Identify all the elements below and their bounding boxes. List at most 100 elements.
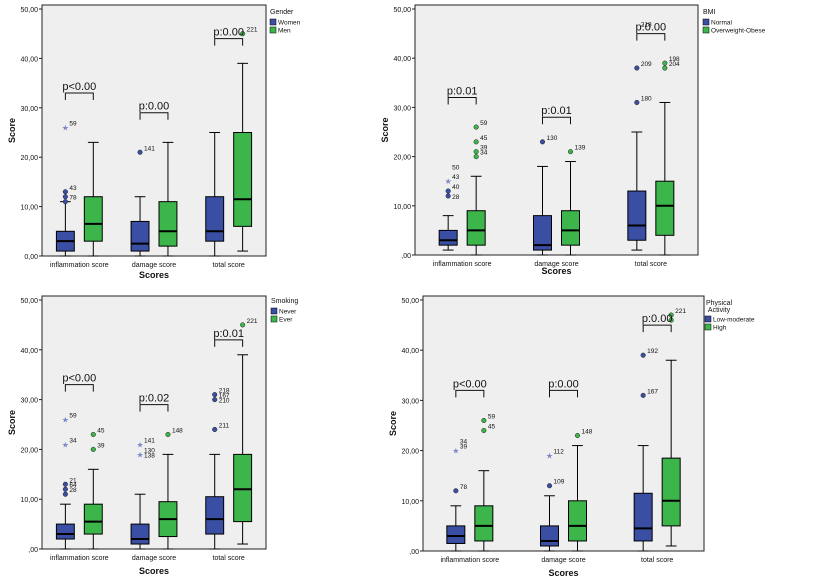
x-tick-label: damage score bbox=[534, 261, 578, 268]
p-value-label: p:0.02 bbox=[139, 393, 170, 405]
outlier-label: 218 bbox=[219, 388, 230, 395]
outlier-label: 34 bbox=[480, 150, 488, 157]
significance-bracket bbox=[64, 384, 94, 392]
box-overweight-obese bbox=[655, 180, 675, 236]
significance-bracket bbox=[455, 389, 485, 398]
outlier-label: 211 bbox=[219, 422, 230, 429]
outlier-label: 59 bbox=[69, 413, 77, 420]
p-value-label: p<0.00 bbox=[62, 373, 96, 385]
significance-bracket bbox=[542, 116, 571, 125]
x-tick-label: damage score bbox=[132, 555, 176, 562]
p-value-label: p:0.00 bbox=[139, 101, 170, 113]
outlier-point bbox=[668, 317, 674, 323]
extreme-outlier-star: ★ bbox=[136, 440, 143, 449]
legend-swatch bbox=[702, 18, 710, 26]
outlier-label: 28 bbox=[452, 194, 460, 201]
y-tick-label: 50,00 bbox=[401, 298, 419, 305]
y-tick-label: 20,00 bbox=[393, 155, 411, 162]
legend-item-label: Never bbox=[279, 309, 297, 316]
box-ever bbox=[233, 453, 253, 523]
legend-title: BMI bbox=[703, 9, 716, 16]
plot-area bbox=[422, 295, 705, 552]
p-value-label: p:0.00 bbox=[636, 22, 667, 34]
y-tick-label: 30,00 bbox=[20, 398, 38, 405]
outlier-label: 50 bbox=[452, 164, 460, 171]
outlier-label: 209 bbox=[641, 61, 652, 68]
x-tick-label: damage score bbox=[541, 557, 585, 564]
extreme-outlier-star: ★ bbox=[546, 452, 553, 461]
outlier-label: 204 bbox=[669, 61, 680, 68]
legend-item-label: Men bbox=[278, 28, 291, 35]
outlier-point bbox=[473, 124, 479, 130]
outlier-label: 59 bbox=[488, 413, 496, 420]
outlier-point bbox=[634, 65, 640, 71]
significance-bracket bbox=[139, 112, 169, 120]
y-axis-label: Score bbox=[380, 117, 390, 142]
outlier-label: 141 bbox=[144, 145, 155, 152]
significance-bracket bbox=[139, 404, 169, 412]
legend-title: Gender bbox=[270, 9, 294, 16]
bmi-boxplot-panel: ,00 10,00 20,00 30,00 40,00 50,00 Score inflamm… bbox=[380, 4, 766, 276]
significance-bracket bbox=[642, 324, 672, 333]
x-tick-label: total score bbox=[641, 557, 673, 564]
outlier-label: 40 bbox=[452, 184, 460, 191]
x-tick-label: inflammation score bbox=[50, 262, 109, 269]
outlier-point bbox=[668, 312, 674, 318]
box-men bbox=[83, 196, 103, 242]
extreme-outlier-star: ★ bbox=[136, 450, 143, 459]
outlier-point bbox=[62, 486, 68, 492]
outlier-label: 130 bbox=[144, 447, 155, 454]
x-tick-label: total score bbox=[213, 262, 245, 269]
outlier-label: 192 bbox=[647, 348, 658, 355]
outlier-point bbox=[240, 322, 246, 328]
outlier-label: 218 bbox=[641, 22, 652, 29]
legend-swatch bbox=[270, 307, 278, 315]
box-high bbox=[661, 457, 681, 527]
legend-item-label: Normal bbox=[711, 20, 733, 27]
y-tick-label: 30,00 bbox=[20, 106, 38, 113]
outlier-point bbox=[574, 432, 581, 439]
outlier-label: 141 bbox=[144, 437, 155, 444]
p-value-label: p<0.00 bbox=[453, 378, 487, 390]
outlier-point bbox=[481, 427, 487, 434]
p-value-label: p:0.00 bbox=[548, 378, 579, 390]
outlier-point bbox=[640, 392, 646, 398]
x-axis-title: Scores bbox=[139, 566, 169, 576]
outlier-label: 39 bbox=[480, 145, 488, 152]
physical-activity-boxplot-panel: ,00 10,00 20,00 30,00 40,00 50,00 Score inflamm… bbox=[388, 295, 755, 578]
plot-area bbox=[414, 4, 699, 256]
outlier-label: 148 bbox=[172, 427, 183, 434]
y-tick-label: 20,00 bbox=[20, 447, 38, 454]
y-tick-label: 20,00 bbox=[401, 449, 419, 456]
outlier-point bbox=[567, 149, 574, 155]
y-tick-label: 40,00 bbox=[20, 348, 38, 355]
outlier-label: 167 bbox=[219, 393, 230, 400]
box-low-moderate bbox=[633, 492, 653, 542]
y-tick-label: ,00 bbox=[401, 253, 411, 260]
legend-item-label: Women bbox=[278, 20, 301, 27]
y-tick-label: ,00 bbox=[28, 547, 38, 554]
outlier-point bbox=[453, 488, 459, 494]
outlier-label: 221 bbox=[247, 318, 258, 325]
y-tick-label: 40,00 bbox=[401, 348, 419, 355]
significance-bracket bbox=[64, 92, 94, 100]
y-tick-label: 30,00 bbox=[401, 398, 419, 405]
smoking-boxplot-panel: ,00 10,00 20,00 30,00 40,00 50,00 Score inflamm… bbox=[7, 295, 298, 576]
x-tick-label: inflammation score bbox=[440, 557, 499, 564]
outlier-point bbox=[62, 481, 68, 487]
outlier-point bbox=[662, 60, 668, 66]
p-value-label: p:0.01 bbox=[447, 86, 478, 98]
outlier-label: 21 bbox=[69, 477, 77, 484]
outlier-label: 198 bbox=[669, 56, 680, 63]
y-tick-label: 10,00 bbox=[401, 499, 419, 506]
box-never bbox=[130, 523, 150, 545]
outlier-label: 34 bbox=[69, 437, 77, 444]
y-axis-label: Score bbox=[7, 410, 17, 435]
outlier-point bbox=[662, 65, 668, 71]
legend-title: Smoking bbox=[271, 298, 298, 305]
outlier-point bbox=[90, 446, 96, 452]
outlier-label: 221 bbox=[675, 308, 686, 315]
box-never bbox=[55, 523, 75, 540]
outlier-point bbox=[445, 193, 451, 199]
outlier-label: 39 bbox=[460, 444, 468, 451]
